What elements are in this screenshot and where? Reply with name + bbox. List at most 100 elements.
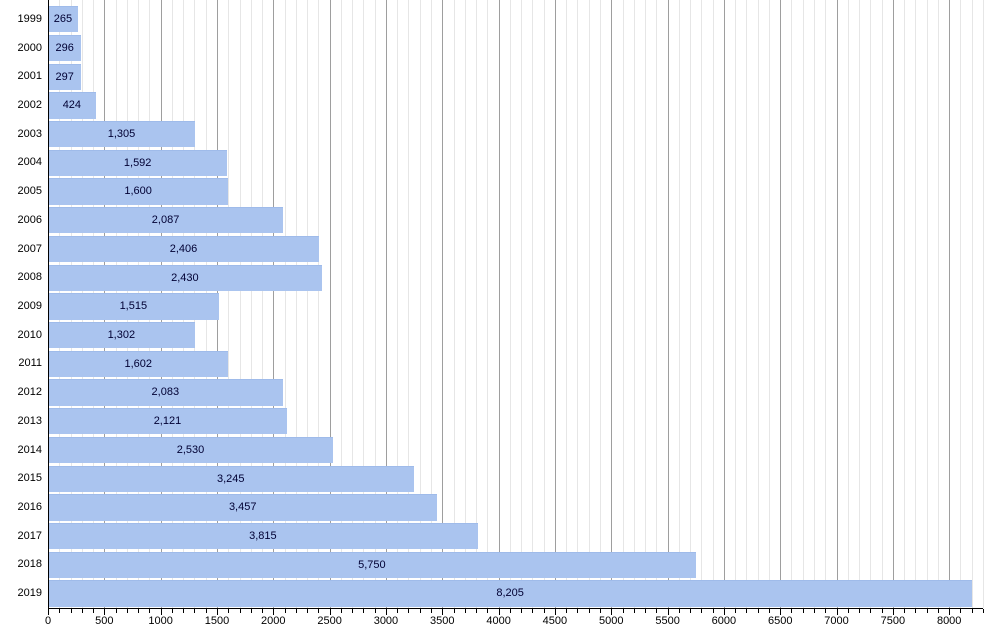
value-label: 1,602 (124, 357, 152, 370)
x-axis-minor-tick (363, 609, 365, 613)
minor-gridline (588, 0, 590, 608)
x-axis-minor-tick (476, 609, 478, 613)
x-axis-minor-tick (228, 609, 230, 613)
bar (48, 63, 82, 90)
x-axis-tick-label: 2000 (261, 615, 286, 627)
bar (48, 6, 78, 33)
y-axis-label: 2013 (17, 414, 42, 427)
value-label: 1,515 (119, 300, 148, 313)
y-axis-label: 2011 (18, 357, 42, 370)
minor-gridline (307, 0, 309, 608)
x-axis-minor-tick (588, 609, 590, 613)
minor-gridline (915, 0, 917, 608)
minor-gridline (419, 0, 421, 608)
minor-gridline (712, 0, 714, 608)
minor-gridline (284, 0, 286, 608)
value-label: 424 (62, 99, 82, 112)
x-axis-minor-tick (239, 609, 241, 613)
minor-gridline (228, 0, 230, 608)
minor-gridline (870, 0, 872, 608)
y-axis-label: 2014 (17, 443, 42, 456)
bar (48, 34, 82, 62)
minor-gridline (476, 0, 478, 608)
y-axis-label: 2018 (17, 558, 42, 571)
x-axis-minor-tick (859, 609, 861, 613)
value-label: 5,750 (358, 558, 386, 571)
bar (48, 494, 438, 521)
bar (48, 350, 229, 378)
x-axis-minor-tick (81, 609, 83, 613)
x-axis-minor-tick (70, 609, 72, 613)
x-axis-major-tick (48, 609, 49, 615)
x-axis-tick-label: 8000 (936, 615, 962, 627)
bar (48, 149, 228, 177)
minor-gridline (464, 0, 466, 608)
value-label: 3,457 (228, 501, 257, 514)
minor-gridline (509, 0, 511, 608)
x-axis-minor-tick (960, 609, 962, 613)
x-axis-tick-label: 500 (95, 615, 114, 627)
minor-gridline (250, 0, 252, 608)
bar (48, 235, 320, 263)
bar (48, 465, 414, 492)
x-axis-major-tick (104, 609, 106, 615)
value-label: 2,530 (176, 443, 205, 456)
x-axis-minor-tick (599, 609, 601, 613)
x-axis-tick-label: 2500 (317, 615, 342, 627)
x-axis-major-tick (723, 609, 725, 615)
x-axis-minor-tick (735, 609, 737, 613)
value-label: 2,121 (153, 415, 182, 428)
y-axis-label: 2004 (17, 156, 42, 169)
minor-gridline (701, 0, 703, 608)
x-axis-minor-tick (768, 609, 770, 613)
y-axis-label: 2006 (17, 213, 42, 226)
x-axis-major-tick (442, 609, 444, 615)
x-axis-tick-label: 7500 (880, 615, 906, 627)
x-axis-minor-tick (881, 609, 883, 613)
bar (48, 178, 229, 205)
bar (48, 523, 478, 550)
y-axis-label: 2010 (17, 328, 42, 341)
x-axis-major-tick (329, 609, 331, 615)
bar (48, 551, 696, 579)
x-axis-major-tick (385, 609, 387, 615)
major-gridline (892, 0, 894, 608)
x-axis-tick-label: 1500 (204, 615, 230, 627)
y-axis-label: 2000 (17, 41, 42, 54)
x-axis-minor-tick (983, 609, 984, 613)
value-label: 1,305 (107, 128, 136, 141)
y-axis-label: 2001 (17, 70, 42, 83)
bar (48, 293, 219, 320)
minor-gridline (802, 0, 804, 608)
minor-gridline (881, 0, 883, 608)
minor-gridline (678, 0, 680, 608)
x-axis-minor-tick (690, 609, 692, 613)
major-gridline (442, 0, 444, 608)
y-axis-label: 2005 (17, 185, 42, 198)
major-gridline (723, 0, 725, 608)
x-axis-major-tick (554, 609, 556, 615)
minor-gridline (532, 0, 534, 608)
bar (48, 379, 283, 406)
x-axis-major-tick (780, 609, 782, 615)
y-axis-label: 2002 (17, 99, 42, 111)
x-axis-minor-tick (543, 609, 545, 613)
x-axis-minor-tick (701, 609, 703, 613)
minor-gridline (453, 0, 455, 608)
major-gridline (385, 0, 387, 608)
bar (48, 322, 195, 349)
minor-gridline (599, 0, 601, 608)
y-axis-label: 2019 (17, 587, 42, 600)
x-axis-tick-label: 5000 (599, 615, 624, 627)
minor-gridline (746, 0, 748, 608)
x-axis-major-tick (216, 609, 218, 615)
x-axis-minor-tick (115, 609, 117, 613)
value-label: 2,406 (169, 242, 198, 255)
x-axis-minor-tick (318, 609, 320, 613)
x-axis-minor-tick (408, 609, 410, 613)
x-axis-tick-label: 1000 (148, 615, 173, 627)
bar (48, 580, 973, 607)
x-axis-tick-label: 4500 (542, 615, 568, 627)
minor-gridline (937, 0, 939, 608)
